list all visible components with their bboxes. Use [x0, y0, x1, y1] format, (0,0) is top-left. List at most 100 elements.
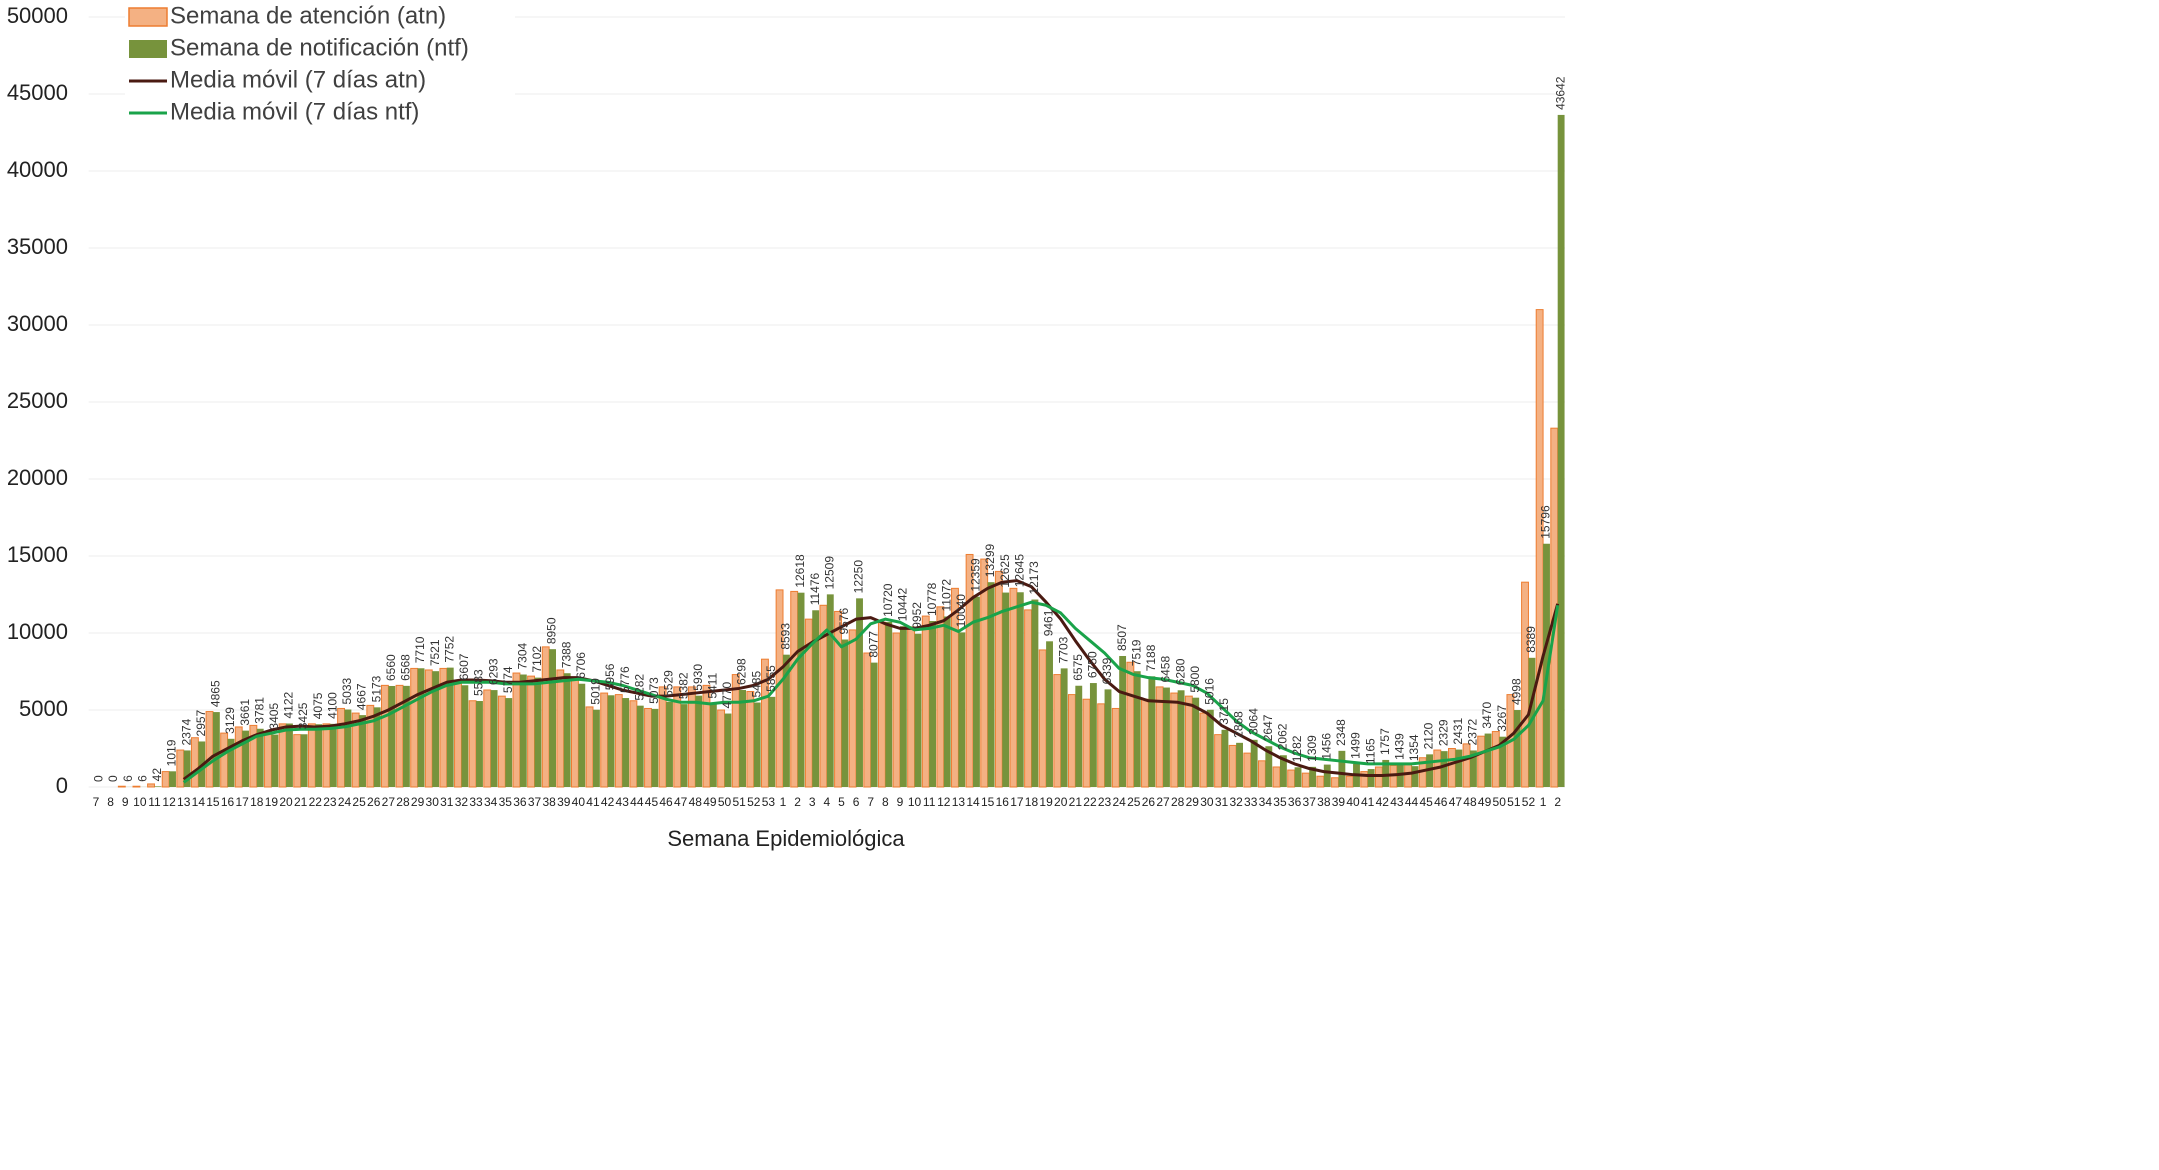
bar — [914, 633, 922, 787]
data-label: 5956 — [603, 663, 617, 690]
x-tick-label: 21 — [294, 795, 308, 809]
x-tick-label: 37 — [528, 795, 542, 809]
bar — [834, 610, 842, 788]
x-tick-label: 16 — [221, 795, 235, 809]
bar — [958, 632, 966, 787]
data-label: 4770 — [720, 682, 734, 709]
data-label: 3781 — [252, 697, 266, 724]
data-label: 2374 — [179, 718, 193, 745]
bar — [293, 734, 302, 788]
bar — [1272, 766, 1281, 788]
data-label: 2431 — [1451, 718, 1465, 745]
bar — [271, 734, 279, 787]
bar — [1513, 710, 1521, 787]
bar — [454, 680, 462, 788]
bars — [117, 114, 1565, 788]
bar — [592, 709, 600, 787]
x-tick-label: 20 — [1054, 795, 1068, 809]
x-tick-label: 10 — [908, 795, 922, 809]
bar — [483, 689, 492, 788]
bar — [841, 639, 849, 787]
bar — [1338, 750, 1346, 787]
x-tick-label: 46 — [659, 795, 673, 809]
data-label: 1354 — [1407, 734, 1421, 761]
x-tick-label: 12 — [162, 795, 176, 809]
y-tick-label: 0 — [56, 773, 68, 798]
data-label: 6339 — [1100, 657, 1114, 684]
bar — [812, 610, 820, 787]
data-label: 6607 — [457, 653, 471, 680]
data-label: 7703 — [1056, 636, 1070, 663]
data-label: 12618 — [793, 554, 807, 588]
bar — [424, 669, 433, 788]
y-tick-label: 45000 — [7, 80, 68, 105]
x-tick-label: 49 — [703, 795, 717, 809]
x-tick-label: 42 — [1376, 795, 1390, 809]
x-tick-label: 42 — [601, 795, 615, 809]
bar — [585, 706, 594, 788]
bar — [1491, 731, 1500, 788]
data-label: 0 — [106, 775, 120, 782]
bar — [724, 713, 732, 787]
x-tick-label: 44 — [1405, 795, 1419, 809]
bar — [1126, 661, 1135, 788]
x-tick-label: 9 — [897, 795, 904, 809]
bar — [1382, 759, 1390, 787]
x-tick-label: 45 — [1419, 795, 1433, 809]
x-tick-label: 31 — [440, 795, 454, 809]
bar — [994, 570, 1003, 788]
x-tick-label: 14 — [966, 795, 980, 809]
bar — [1469, 750, 1477, 787]
bar — [921, 615, 930, 788]
bar — [1104, 689, 1112, 787]
bar — [1535, 309, 1544, 788]
bar — [1199, 712, 1208, 788]
bar — [570, 677, 579, 788]
x-tick-label: 45 — [645, 795, 659, 809]
bar — [578, 683, 586, 787]
data-label: 5282 — [632, 674, 646, 701]
data-label: 1282 — [1290, 735, 1304, 762]
x-tick-label: 52 — [747, 795, 761, 809]
data-label: 42 — [150, 768, 164, 782]
bar — [1462, 743, 1471, 788]
bar — [410, 667, 419, 788]
x-tick-label: 25 — [352, 795, 366, 809]
y-tick-label: 15000 — [7, 542, 68, 567]
x-tick-label: 29 — [1186, 795, 1200, 809]
bar — [1111, 707, 1120, 788]
data-label: 4100 — [325, 692, 339, 719]
bar — [1214, 734, 1223, 788]
data-label: 3470 — [1480, 702, 1494, 729]
x-tick-label: 47 — [1449, 795, 1463, 809]
bar — [380, 684, 389, 788]
bar — [1279, 755, 1287, 787]
x-tick-label: 26 — [367, 795, 381, 809]
bar — [1243, 752, 1252, 788]
bar — [1031, 599, 1039, 787]
x-tick-label: 44 — [630, 795, 644, 809]
x-tick-label: 29 — [411, 795, 425, 809]
bar — [856, 598, 863, 787]
bar — [176, 749, 185, 788]
bar — [1484, 733, 1492, 787]
data-label: 1456 — [1319, 733, 1333, 760]
data-label: 10778 — [925, 582, 939, 616]
x-tick-label: 50 — [718, 795, 732, 809]
data-label: 1499 — [1349, 732, 1363, 759]
x-tick-label: 16 — [996, 795, 1010, 809]
x-tick-label: 18 — [1025, 795, 1039, 809]
x-tick-label: 1 — [1540, 795, 1547, 809]
data-label: 10442 — [896, 587, 910, 621]
data-label: 10040 — [954, 594, 968, 628]
data-label: 12625 — [998, 554, 1012, 588]
legend-label: Semana de atención (atn) — [170, 2, 446, 29]
bar — [1067, 694, 1076, 788]
bar — [446, 667, 454, 787]
bar — [1192, 697, 1200, 787]
data-label: 3267 — [1495, 705, 1509, 732]
y-tick-label: 5000 — [19, 696, 68, 721]
bar — [1016, 592, 1024, 787]
bar — [307, 723, 316, 788]
